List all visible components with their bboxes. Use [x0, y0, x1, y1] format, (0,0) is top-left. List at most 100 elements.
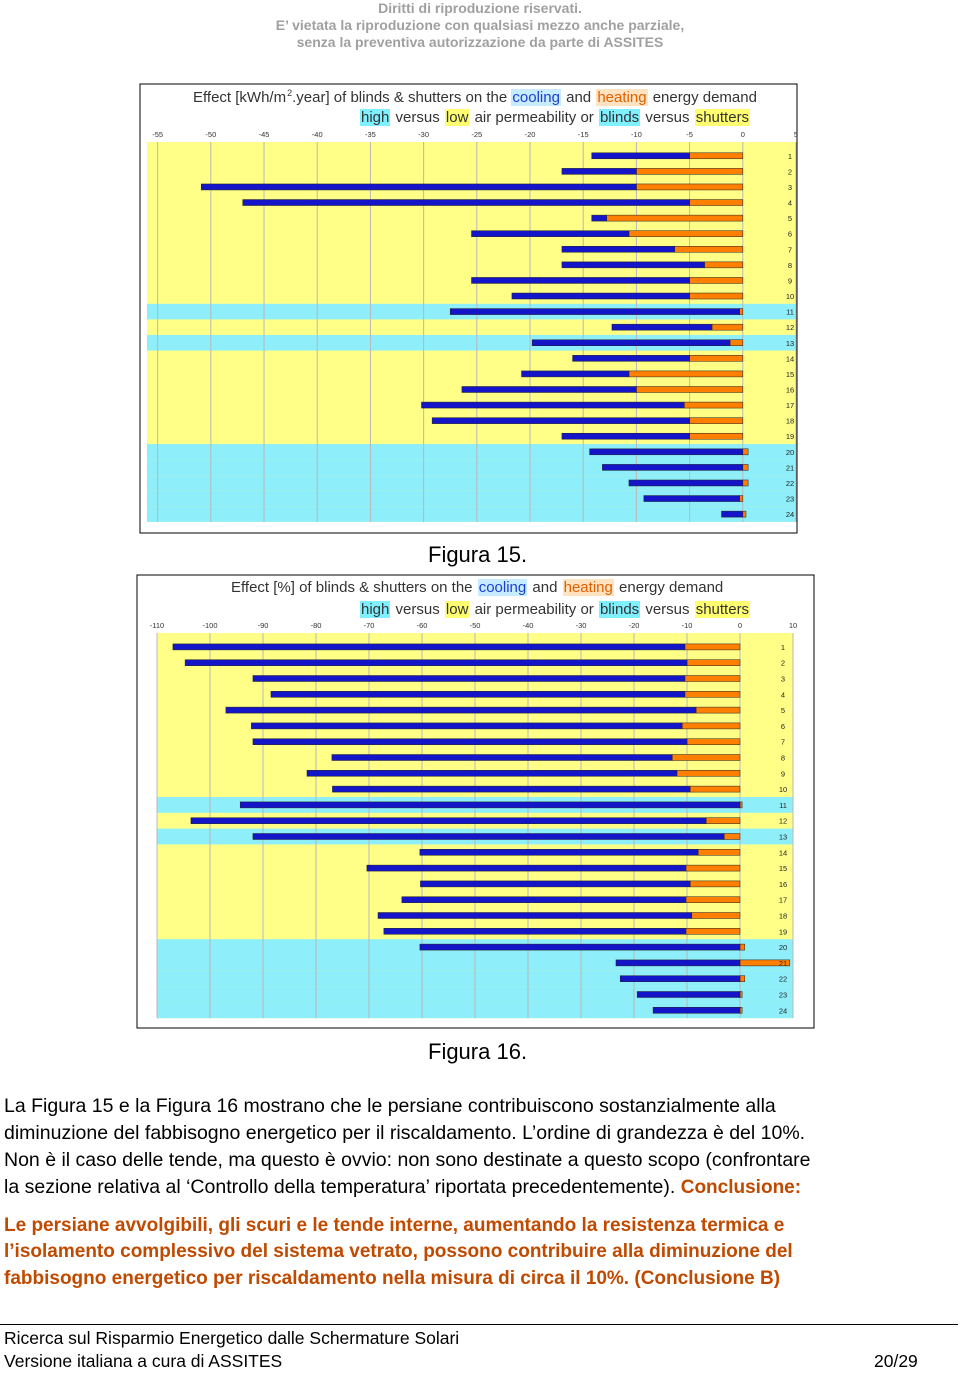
bar-segment [591, 152, 690, 160]
bar-segment [190, 817, 707, 824]
bar-segment [689, 417, 744, 424]
x-tick-label: 0 [741, 130, 745, 139]
bar-segment [383, 928, 687, 935]
row-label: 17 [779, 896, 787, 905]
row-label: 14 [786, 354, 794, 363]
row-label: 22 [786, 479, 794, 488]
bar-segment [471, 230, 630, 237]
bar-segment [689, 199, 744, 206]
row-label: 12 [779, 817, 787, 826]
row-label: 19 [786, 432, 794, 441]
conclusion-line: l’isolamento complessivo del sistema vet… [4, 1241, 793, 1262]
bar-segment [689, 277, 744, 284]
row-label: 2 [781, 659, 785, 668]
bar-segment [636, 183, 744, 191]
bar-segment [681, 722, 741, 730]
row-label: 12 [786, 323, 794, 332]
row-label: 2 [788, 167, 792, 176]
title-part: Effect [%] of blinds & shutters on the [231, 579, 473, 596]
x-tick-label: -55 [152, 130, 163, 139]
subtitle-part: air permeability or [474, 109, 594, 126]
x-tick-label: -25 [471, 130, 482, 139]
row-band [147, 459, 796, 476]
x-tick-label: -35 [365, 130, 376, 139]
row-label: 16 [779, 880, 787, 889]
x-tick-label: -90 [258, 621, 269, 630]
bar-segment [705, 817, 741, 824]
bar-segment [449, 308, 740, 315]
bar-segment [201, 183, 637, 191]
bar-segment [511, 292, 690, 300]
title-part: heating [562, 579, 614, 596]
bar-segment [589, 448, 744, 456]
bar-segment [611, 323, 713, 331]
x-tick-label: -110 [150, 621, 164, 630]
title-part: cooling [511, 89, 561, 106]
paragraph-line: la sezione relativa al ‘Controllo della … [4, 1176, 801, 1199]
row-label: 8 [781, 754, 785, 763]
row-label: 4 [781, 690, 785, 699]
bar-segment [739, 943, 746, 951]
bar-segment [739, 801, 743, 809]
bar-segment [572, 355, 690, 362]
row-label: 7 [781, 738, 785, 747]
bar-segment [602, 464, 744, 471]
row-band [147, 506, 796, 522]
bar-segment [674, 246, 744, 253]
subtitle-part: versus [645, 109, 690, 126]
row-label: 6 [781, 722, 785, 731]
x-tick-label: -15 [578, 130, 589, 139]
x-tick-label: -40 [523, 621, 534, 630]
title-part: 2 [287, 88, 293, 98]
row-label: 4 [788, 199, 792, 208]
header-line: senza la preventiva autorizzazione da pa… [296, 34, 664, 50]
bar-segment [671, 754, 741, 761]
row-label: 24 [786, 510, 794, 519]
row-label: 10 [786, 292, 794, 301]
row-label: 21 [779, 959, 787, 968]
bar-segment [471, 277, 690, 284]
bar-segment [636, 168, 744, 175]
figure-caption: Figura 16. [428, 1039, 528, 1064]
bar-segment [685, 896, 741, 903]
bar-segment [729, 339, 744, 346]
bar-segment [739, 1007, 743, 1014]
row-label: 1 [788, 152, 792, 161]
bar-segment [739, 495, 744, 502]
conclusion-line: fabbisogno energetico per riscaldamento … [4, 1268, 781, 1289]
bar-segment [686, 659, 741, 666]
subtitle-part: air permeability or [474, 601, 594, 618]
row-label: 20 [786, 448, 794, 457]
paragraph-line: Non è il caso delle tende, ma questo è o… [4, 1149, 811, 1171]
row-label: 20 [779, 943, 787, 952]
row-label: 23 [786, 495, 794, 504]
bar-segment [689, 152, 744, 160]
bar-segment [561, 246, 675, 253]
x-tick-label: -10 [682, 621, 693, 630]
row-label: 9 [788, 276, 792, 285]
chart-subtitle: high versus low air permeability or blin… [360, 601, 751, 618]
x-tick-label: -45 [259, 130, 270, 139]
bar-segment [643, 495, 740, 502]
bar-segment [721, 510, 744, 518]
row-label: 14 [779, 848, 787, 857]
bar-segment [697, 849, 741, 856]
bar-segment [739, 308, 744, 315]
bar-segment [742, 510, 747, 518]
bar-segment [252, 738, 688, 745]
row-label: 11 [786, 308, 794, 317]
row-label: 1 [781, 643, 785, 652]
bar-segment [684, 401, 744, 409]
conclusion-label: Conclusione: [680, 1177, 802, 1198]
bar-segment [591, 214, 607, 222]
bar-segment [739, 991, 743, 998]
row-label: 16 [786, 385, 794, 394]
row-label: 9 [781, 769, 785, 778]
row-label: 18 [779, 912, 787, 921]
bar-segment [684, 691, 741, 698]
row-label: 23 [779, 991, 787, 1000]
bar-segment [420, 880, 691, 888]
bar-segment [184, 659, 688, 666]
chart-title: Effect [kWh/m2.year] of blinds & shutter… [140, 88, 810, 106]
bar-segment [421, 401, 685, 409]
